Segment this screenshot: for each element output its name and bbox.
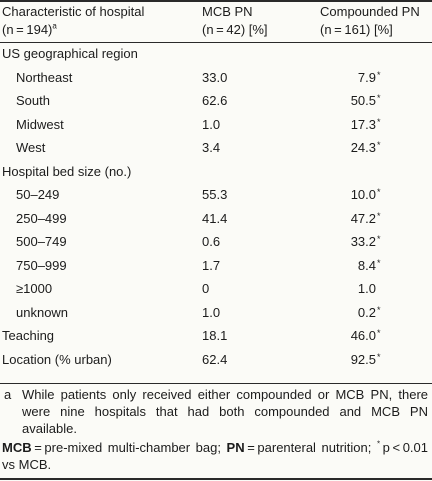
row-label: 250–499 xyxy=(16,211,67,226)
compounded-value: 1.0 xyxy=(357,281,376,296)
row-label: unknown xyxy=(16,305,69,320)
row-label: West xyxy=(16,140,46,155)
footnote-a-text: While patients only received either comp… xyxy=(22,387,428,436)
compounded-value: 50.5 xyxy=(350,93,376,108)
compounded-value: 17.3 xyxy=(350,117,376,132)
compounded-value: 33.2 xyxy=(350,234,376,249)
abbrev-mcb-def: = pre-mixed multi-chamber bag; xyxy=(31,440,227,455)
header-compounded-n: (n = 161) [%] xyxy=(320,22,393,37)
footnote-a-marker: a xyxy=(4,387,12,402)
significance-marker: * xyxy=(377,117,381,127)
row-label: 500–749 xyxy=(16,234,67,249)
abbrev-pn-def: = parenteral nutrition; xyxy=(244,440,372,455)
header-compounded: Compounded PN xyxy=(320,4,420,19)
row-label: Teaching xyxy=(2,328,55,343)
header-n-total-text: (n = 194) xyxy=(2,22,53,37)
compounded-value: 10.0 xyxy=(350,187,376,202)
compounded-value: 24.3 xyxy=(350,140,376,155)
significance-marker: * xyxy=(377,211,381,221)
mcb-value: 62.4 xyxy=(202,352,228,367)
significance-marker: * xyxy=(377,70,381,80)
mcb-value: 62.6 xyxy=(202,93,228,108)
mcb-value: 3.4 xyxy=(202,140,221,155)
significance-star: * xyxy=(376,439,381,449)
row-label: Midwest xyxy=(16,117,64,132)
mcb-value: 1.0 xyxy=(202,117,221,132)
mcb-value: 55.3 xyxy=(202,187,228,202)
row-label: Hospital bed size (no.) xyxy=(2,164,132,179)
header-n-total: (n = 194)a xyxy=(2,22,57,38)
row-label: Northeast xyxy=(16,70,73,85)
significance-text: p < 0.01 vs MCB. xyxy=(2,440,428,472)
significance-marker: * xyxy=(377,234,381,244)
compounded-value: 8.4 xyxy=(357,258,376,273)
header-mcb-n: (n = 42) [%] xyxy=(202,22,268,37)
row-label: 750–999 xyxy=(16,258,67,273)
mcb-value: 1.0 xyxy=(202,305,221,320)
row-label: ≥1000 xyxy=(16,281,53,296)
table-bottom-rule xyxy=(0,383,432,384)
significance-marker: * xyxy=(377,258,381,268)
compounded-value: 7.9 xyxy=(357,70,376,85)
significance-marker: * xyxy=(377,187,381,197)
header-rule xyxy=(0,42,432,43)
abbreviations-note: MCB = pre-mixed multi-chamber bag; PN = … xyxy=(2,439,428,473)
significance-marker: * xyxy=(377,305,381,315)
mcb-value: 1.7 xyxy=(202,258,221,273)
mcb-value: 0 xyxy=(202,281,210,296)
significance-marker: * xyxy=(377,352,381,362)
row-label: 50–249 xyxy=(16,187,60,202)
significance-marker: * xyxy=(377,93,381,103)
compounded-value: 47.2 xyxy=(350,211,376,226)
row-label: Location (% urban) xyxy=(2,352,112,367)
mcb-value: 41.4 xyxy=(202,211,228,226)
bottom-rule xyxy=(0,478,432,480)
compounded-value: 0.2 xyxy=(357,305,376,320)
footnote-marker-a: a xyxy=(52,21,57,31)
header-characteristic: Characteristic of hospital xyxy=(2,4,145,19)
significance-marker: * xyxy=(377,140,381,150)
top-rule xyxy=(0,0,432,2)
header-mcb: MCB PN xyxy=(202,4,253,19)
mcb-value: 0.6 xyxy=(202,234,221,249)
significance-marker: * xyxy=(377,328,381,338)
mcb-value: 18.1 xyxy=(202,328,228,343)
compounded-value: 46.0 xyxy=(350,328,376,343)
abbrev-mcb-term: MCB xyxy=(2,440,32,455)
mcb-value: 33.0 xyxy=(202,70,228,85)
row-label: US geographical region xyxy=(2,46,138,61)
compounded-value: 92.5 xyxy=(350,352,376,367)
row-label: South xyxy=(16,93,50,108)
abbrev-pn-term: PN xyxy=(226,440,245,455)
